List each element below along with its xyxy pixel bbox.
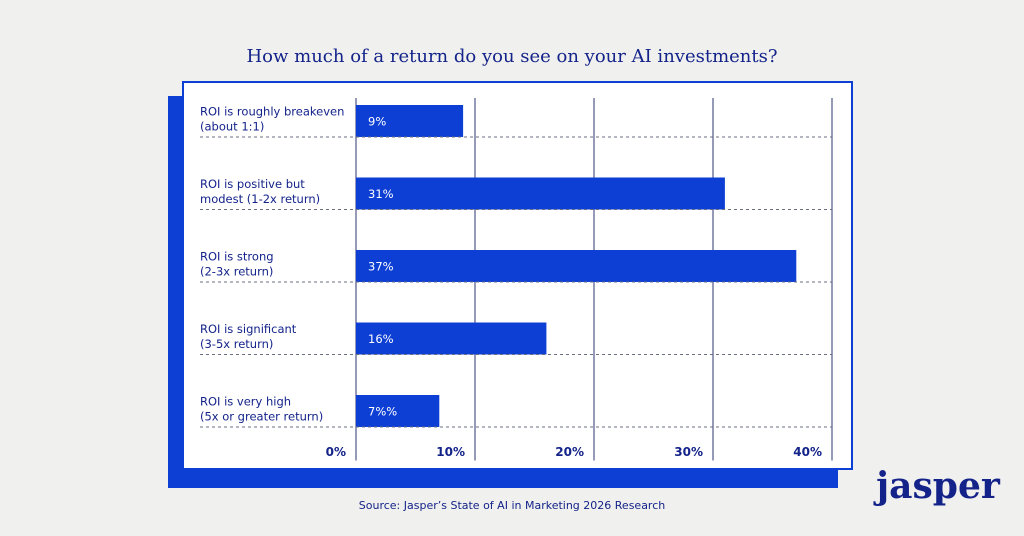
category-label: ROI is roughly breakeven (about 1:1) — [200, 104, 344, 133]
bar — [356, 105, 464, 137]
category-label: ROI is strong (2-3x return) — [200, 249, 274, 278]
value-label: 16% — [368, 332, 394, 346]
x-tick-label: 30% — [674, 445, 703, 459]
bar — [356, 250, 797, 282]
x-tick-label: 0% — [326, 445, 346, 459]
x-tick-label: 20% — [555, 445, 584, 459]
category-label: ROI is significant (3-5x return) — [200, 322, 297, 351]
category-label: ROI is positive but modest (1-2x return) — [200, 177, 320, 206]
x-tick-label: 10% — [436, 445, 465, 459]
value-label: 31% — [368, 187, 394, 201]
source: Source: Jasper’s State of AI in Marketin… — [359, 499, 665, 512]
value-label: 37% — [368, 260, 394, 274]
bar — [356, 395, 440, 427]
value-label: 9% — [368, 115, 386, 129]
value-label: 7%% — [368, 405, 397, 419]
x-tick-label: 40% — [793, 445, 822, 459]
bar — [356, 177, 725, 210]
chart-title: How much of a return do you see on your … — [246, 46, 777, 67]
bar — [356, 322, 547, 355]
logo: jasper — [873, 465, 1001, 507]
category-label: ROI is very high (5x or greater return) — [200, 394, 323, 423]
